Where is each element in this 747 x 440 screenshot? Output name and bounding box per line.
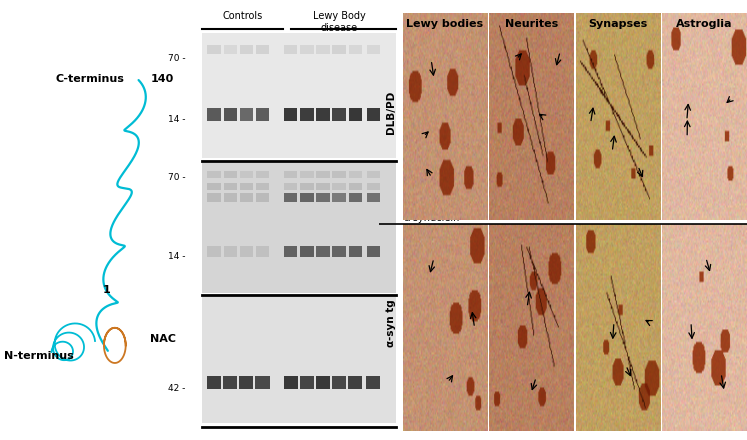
Bar	[316, 246, 329, 257]
Bar	[300, 246, 314, 257]
Bar	[349, 193, 362, 202]
Bar	[332, 193, 346, 202]
Bar	[316, 376, 330, 389]
Text: Synapses: Synapses	[588, 19, 647, 29]
Text: 140: 140	[150, 74, 174, 84]
Text: Actin: Actin	[403, 385, 429, 394]
Text: α-synuclein
cytosolic: α-synuclein cytosolic	[403, 95, 460, 117]
Bar	[367, 183, 380, 190]
Bar	[208, 183, 221, 190]
Bar	[208, 45, 221, 54]
Bar	[332, 108, 346, 121]
Bar	[316, 171, 329, 178]
Text: DLB/PD: DLB/PD	[385, 91, 396, 134]
Bar	[223, 108, 237, 121]
Bar	[284, 193, 297, 202]
Bar	[332, 45, 346, 54]
Bar	[202, 33, 396, 158]
Bar	[240, 246, 253, 257]
Bar	[316, 193, 329, 202]
Bar	[284, 246, 297, 257]
Bar	[300, 376, 314, 389]
Bar	[208, 193, 221, 202]
Bar	[349, 183, 362, 190]
Bar	[208, 246, 221, 257]
Bar	[223, 193, 237, 202]
Bar	[300, 193, 314, 202]
Bar	[284, 45, 297, 54]
Text: Controls: Controls	[222, 11, 262, 21]
Bar	[223, 376, 238, 389]
Text: NAC: NAC	[150, 334, 176, 344]
Bar	[332, 183, 346, 190]
Bar	[255, 108, 269, 121]
Bar	[223, 246, 237, 257]
Bar	[255, 246, 269, 257]
Bar	[366, 376, 380, 389]
Bar	[349, 171, 362, 178]
Bar	[255, 183, 269, 190]
Text: Neurites: Neurites	[505, 19, 558, 29]
Bar	[348, 376, 362, 389]
Bar	[332, 376, 346, 389]
Bar	[223, 45, 237, 54]
Bar	[367, 171, 380, 178]
Bar	[223, 183, 237, 190]
Bar	[349, 45, 362, 54]
Text: α-synuclein
particulate: α-synuclein particulate	[403, 213, 460, 235]
Bar	[240, 108, 253, 121]
Bar	[240, 45, 253, 54]
Bar	[284, 108, 297, 121]
Text: 70 -: 70 -	[168, 173, 186, 182]
Bar	[240, 193, 253, 202]
Text: Lewy Body
disease: Lewy Body disease	[313, 11, 365, 33]
Text: Astroglia: Astroglia	[675, 19, 732, 29]
Bar	[349, 108, 362, 121]
Bar	[202, 297, 396, 423]
Bar	[284, 183, 297, 190]
Bar	[255, 376, 270, 389]
Bar	[367, 45, 380, 54]
Bar	[255, 171, 269, 178]
Bar	[240, 183, 253, 190]
Bar	[367, 108, 380, 121]
Bar	[239, 376, 253, 389]
Bar	[208, 108, 221, 121]
Text: 1: 1	[103, 286, 111, 295]
Text: 14 -: 14 -	[168, 252, 186, 260]
Bar	[300, 108, 314, 121]
Bar	[300, 171, 314, 178]
Text: Lewy bodies: Lewy bodies	[406, 19, 483, 29]
Bar	[300, 45, 314, 54]
Bar	[223, 171, 237, 178]
Bar	[316, 183, 329, 190]
Text: 14 -: 14 -	[168, 115, 186, 124]
Bar	[332, 171, 346, 178]
Bar	[255, 45, 269, 54]
Bar	[349, 246, 362, 257]
Bar	[208, 171, 221, 178]
Bar	[284, 171, 297, 178]
Text: N-terminus: N-terminus	[4, 352, 74, 361]
Bar	[332, 246, 346, 257]
Text: 42 -: 42 -	[169, 384, 186, 392]
Text: C-terminus: C-terminus	[55, 74, 124, 84]
Bar	[367, 246, 380, 257]
Bar	[255, 193, 269, 202]
Bar	[316, 108, 329, 121]
Bar	[240, 171, 253, 178]
Bar	[284, 376, 298, 389]
Bar	[300, 183, 314, 190]
Text: α-syn tg: α-syn tg	[385, 300, 396, 347]
Bar	[316, 45, 329, 54]
Bar	[202, 163, 396, 293]
Bar	[367, 193, 380, 202]
Bar	[207, 376, 221, 389]
Text: 70 -: 70 -	[168, 54, 186, 62]
